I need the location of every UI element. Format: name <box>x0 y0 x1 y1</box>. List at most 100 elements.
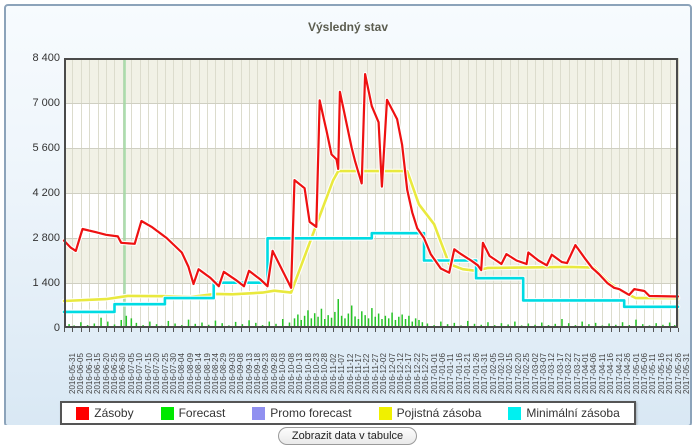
forecast-bar <box>350 305 353 328</box>
forecast-bar <box>561 319 563 328</box>
forecast-bar <box>174 323 176 328</box>
series-zasoby-line <box>62 73 680 298</box>
forecast-bar <box>300 319 302 328</box>
forecast-bar <box>149 321 151 328</box>
y-axis-tick-label: 2 800 <box>32 232 60 244</box>
plot-canvas <box>61 58 681 332</box>
forecast-bar <box>330 317 333 328</box>
x-axis-tick-label: 2017-02-15 <box>505 353 515 394</box>
x-axis-tick-label: 2016-08-04 <box>177 353 187 394</box>
forecast-bar <box>120 319 122 328</box>
x-axis-tick-label: 2016-10-13 <box>295 353 305 394</box>
forecast-bar <box>340 315 343 328</box>
forecast-bar <box>187 319 190 328</box>
x-axis-tick-label: 2016-12-02 <box>379 353 389 394</box>
y-axis-tick-label: 4 200 <box>32 187 60 199</box>
forecast-bar <box>473 323 476 328</box>
forecast-bar <box>367 318 370 328</box>
forecast-bar <box>214 320 217 328</box>
x-axis-tick-label: 2017-01-21 <box>463 353 473 394</box>
bottom-strip: Zobrazit data v tabulce <box>0 425 695 446</box>
x-axis-tick-label: 2016-09-08 <box>236 353 246 394</box>
forecast-bar <box>453 322 456 328</box>
forecast-bar <box>487 322 489 328</box>
x-axis-tick-label: 2017-04-26 <box>623 353 633 394</box>
x-axis-tick-label: 2016-07-10 <box>135 353 145 394</box>
x-axis-tick-label: 2016-08-14 <box>194 353 204 394</box>
y-axis-tick-label: 7 000 <box>32 97 60 109</box>
plot-frame <box>64 58 678 328</box>
x-axis-tick-label: 2016-10-28 <box>320 353 330 394</box>
y-axis-tick-label: 1 400 <box>32 277 60 289</box>
legend-item-promo-forecast[interactable]: Promo forecast <box>252 406 352 420</box>
forecast-bar <box>93 323 96 328</box>
x-axis-tick-label: 2016-06-15 <box>93 353 103 394</box>
forecast-bar <box>80 322 82 328</box>
legend-item-z-soby[interactable]: Zásoby <box>76 406 134 420</box>
legend-item-label: Pojistná zásoba <box>396 406 482 420</box>
chart-panel: Výsledný stav 8 400 7 000 5 600 4 200 2 800 1… <box>4 4 692 427</box>
legend-item-pojistn-z-soba[interactable]: Pojistná zásoba <box>378 406 482 420</box>
forecast-bar <box>440 321 442 328</box>
forecast-bar <box>391 312 393 328</box>
forecast-bar <box>281 319 284 328</box>
y-axis-tick-label: 0 <box>53 322 60 334</box>
forecast-bar <box>500 323 503 328</box>
x-axis-tick-label: 2016-07-20 <box>152 353 162 394</box>
forecast-bar <box>135 322 138 328</box>
forecast-bar <box>514 321 516 328</box>
forecast-bar <box>344 318 346 328</box>
x-axis-tick-label: 2016-11-07 <box>337 353 347 394</box>
x-axis-tick-label: 2017-01-31 <box>480 353 490 394</box>
forecast-bar <box>418 319 420 328</box>
forecast-bar <box>248 320 250 328</box>
forecast-bar <box>275 323 277 328</box>
x-axis-tick-label: 2017-05-31 <box>682 353 691 394</box>
y-axis-tick-label: 5 600 <box>32 142 60 154</box>
forecast-bar <box>394 319 397 328</box>
forecast-bar <box>621 322 624 328</box>
forecast-bar <box>201 322 203 328</box>
forecast-bar <box>317 316 319 328</box>
show-table-button[interactable]: Zobrazit data v tabulce <box>277 426 418 445</box>
forecast-bar <box>411 321 414 328</box>
forecast-bar <box>357 319 360 328</box>
forecast-bar <box>541 322 543 328</box>
forecast-bar <box>194 323 197 328</box>
forecast-bar <box>581 321 583 328</box>
plot-area <box>61 58 681 332</box>
legend-item-label: Promo forecast <box>270 406 352 420</box>
x-axis-tick-label: 2017-02-25 <box>522 353 532 394</box>
forecast-bar <box>421 322 424 328</box>
forecast-bar <box>361 311 363 328</box>
forecast-bar <box>167 320 170 328</box>
forecast-bar <box>414 318 417 328</box>
series-minimalni-zasoba-line <box>62 231 680 314</box>
forecast-bar <box>381 319 383 328</box>
forecast-bar <box>293 318 296 328</box>
forecast-bar <box>594 322 597 328</box>
legend-item-forecast[interactable]: Forecast <box>160 406 226 420</box>
forecast-bar <box>364 315 366 328</box>
legend-swatch-icon <box>252 406 266 420</box>
legend-item-label: Forecast <box>178 406 226 420</box>
forecast-bar <box>347 313 350 328</box>
forecast-bar <box>297 314 299 328</box>
legend-swatch-icon <box>160 406 174 420</box>
forecast-bar <box>377 313 380 328</box>
forecast-bar <box>107 321 109 328</box>
x-axis-tick-label: 2017-04-16 <box>606 353 616 394</box>
forecast-bar <box>324 319 326 328</box>
forecast-bar <box>100 317 102 328</box>
legend-item-minim-ln-z-soba[interactable]: Minimální zásoba <box>508 406 620 420</box>
chart-title: Výsledný stav <box>307 20 389 34</box>
forecast-bar <box>125 315 128 328</box>
forecast-bar <box>234 321 237 328</box>
forecast-bar <box>303 315 306 328</box>
forecast-bar <box>334 311 336 328</box>
forecast-bar <box>371 308 373 328</box>
forecast-bar <box>313 313 316 328</box>
forecast-bar <box>130 318 133 328</box>
forecast-bar <box>404 319 407 328</box>
